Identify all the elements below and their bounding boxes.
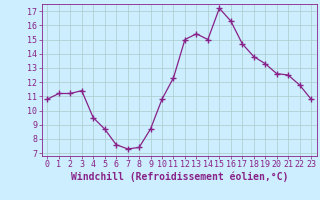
X-axis label: Windchill (Refroidissement éolien,°C): Windchill (Refroidissement éolien,°C) xyxy=(70,172,288,182)
